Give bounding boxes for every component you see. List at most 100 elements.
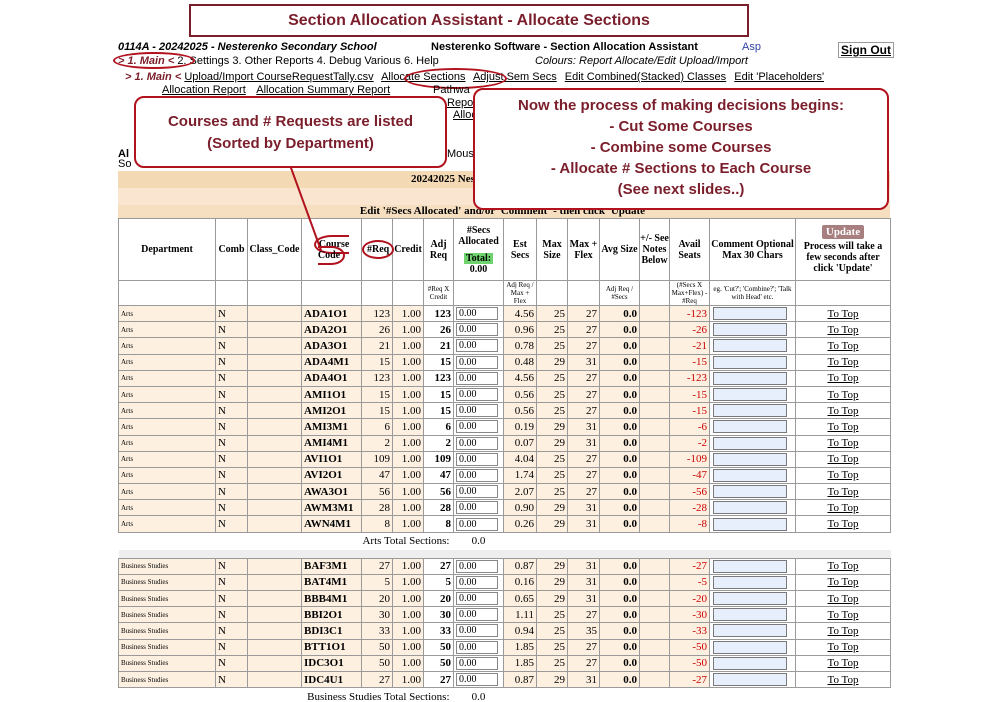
secs-allocated-input[interactable]: 0.00 bbox=[456, 323, 498, 337]
to-top-link[interactable]: To Top bbox=[795, 573, 891, 592]
to-top-link[interactable]: To Top bbox=[795, 369, 891, 387]
cell-credit: 1.00 bbox=[392, 515, 424, 533]
comment-input[interactable] bbox=[713, 436, 787, 450]
menu-items-other[interactable]: 2. Settings 3. Other Reports 4. Debug Va… bbox=[177, 55, 439, 67]
cell-max-flex: 31 bbox=[567, 557, 600, 575]
link-allocation-summary[interactable]: Allocation Summary Report bbox=[256, 84, 391, 96]
secs-allocated-input[interactable]: 0.00 bbox=[456, 420, 498, 434]
secs-allocated-input[interactable]: 0.00 bbox=[456, 608, 498, 622]
secs-allocated-input[interactable]: 0.00 bbox=[456, 640, 498, 654]
cell-adj-req: 26 bbox=[423, 321, 454, 339]
to-top-link[interactable]: To Top bbox=[795, 638, 891, 656]
comment-input[interactable] bbox=[713, 575, 787, 589]
highlight-ring-allocate bbox=[404, 68, 507, 89]
to-top-link[interactable]: To Top bbox=[795, 385, 891, 404]
secs-allocated-input[interactable]: 0.00 bbox=[456, 592, 498, 606]
to-top-link[interactable]: To Top bbox=[795, 654, 891, 672]
comment-input[interactable] bbox=[713, 420, 787, 434]
to-top-link[interactable]: To Top bbox=[795, 353, 891, 371]
fragment-mous: Mous bbox=[447, 148, 474, 160]
to-top-link[interactable]: To Top bbox=[795, 606, 891, 624]
comment-input[interactable] bbox=[713, 517, 787, 531]
to-top-link[interactable]: To Top bbox=[795, 483, 891, 501]
cell-max-size: 29 bbox=[536, 499, 568, 517]
secs-allocated-input[interactable]: 0.00 bbox=[456, 559, 498, 573]
cell-department: Arts bbox=[118, 466, 216, 485]
comment-input[interactable] bbox=[713, 592, 787, 606]
comment-input[interactable] bbox=[713, 501, 787, 515]
th-sub-empty bbox=[536, 280, 568, 306]
link-upload-import[interactable]: Upload/Import CourseRequestTally.csv bbox=[184, 71, 374, 83]
secs-allocated-input[interactable]: 0.00 bbox=[456, 339, 498, 353]
to-top-link[interactable]: To Top bbox=[795, 557, 891, 575]
cell-comb: N bbox=[215, 589, 248, 608]
link-allocation-report[interactable]: Allocation Report bbox=[162, 84, 246, 96]
cell-avg-size: 0.0 bbox=[599, 402, 640, 420]
secs-allocated-input[interactable]: 0.00 bbox=[456, 436, 498, 450]
cell-comb: N bbox=[215, 515, 248, 533]
comment-input[interactable] bbox=[713, 673, 787, 687]
sign-out-button[interactable]: Sign Out bbox=[838, 42, 894, 58]
comment-input[interactable] bbox=[713, 355, 787, 369]
comment-input[interactable] bbox=[713, 388, 787, 402]
secs-allocated-input[interactable]: 0.00 bbox=[456, 624, 498, 638]
cell-department: Arts bbox=[118, 450, 216, 468]
link-edit-placeholders[interactable]: Edit 'Placeholders' bbox=[734, 71, 825, 83]
secs-allocated-input[interactable]: 0.00 bbox=[456, 485, 498, 499]
to-top-link[interactable]: To Top bbox=[795, 450, 891, 468]
cell-credit: 1.00 bbox=[392, 589, 424, 608]
cell-max-flex: 27 bbox=[567, 304, 600, 323]
secs-allocated-input[interactable]: 0.00 bbox=[456, 575, 498, 589]
secs-allocated-input[interactable]: 0.00 bbox=[456, 656, 498, 670]
comment-input[interactable] bbox=[713, 608, 787, 622]
to-top-link[interactable]: To Top bbox=[795, 589, 891, 608]
cell-secs-allocated: 0.00 bbox=[453, 353, 504, 371]
cell-max-size: 25 bbox=[536, 622, 568, 640]
cell-secs-allocated: 0.00 bbox=[453, 670, 504, 689]
secs-allocated-input[interactable]: 0.00 bbox=[456, 388, 498, 402]
link-edit-combined[interactable]: Edit Combined(Stacked) Classes bbox=[564, 71, 727, 83]
submenu-current[interactable]: > 1. Main < bbox=[125, 71, 182, 83]
comment-input[interactable] bbox=[713, 656, 787, 670]
comment-input[interactable] bbox=[713, 371, 787, 385]
comment-input[interactable] bbox=[713, 640, 787, 654]
secs-allocated-input[interactable]: 0.00 bbox=[456, 468, 498, 482]
secs-allocated-input[interactable]: 0.00 bbox=[456, 452, 498, 466]
to-top-link[interactable]: To Top bbox=[795, 402, 891, 420]
to-top-link[interactable]: To Top bbox=[795, 418, 891, 436]
total-value: 0.00 bbox=[469, 263, 488, 275]
comment-input[interactable] bbox=[713, 624, 787, 638]
comment-input[interactable] bbox=[713, 468, 787, 482]
secs-allocated-input[interactable]: 0.00 bbox=[456, 501, 498, 515]
comment-input[interactable] bbox=[713, 339, 787, 353]
comment-input[interactable] bbox=[713, 559, 787, 573]
cell-max-flex: 27 bbox=[567, 385, 600, 404]
to-top-link[interactable]: To Top bbox=[795, 466, 891, 485]
to-top-link[interactable]: To Top bbox=[795, 321, 891, 339]
comment-input[interactable] bbox=[713, 485, 787, 499]
secs-allocated-input[interactable]: 0.00 bbox=[456, 355, 498, 369]
comment-input[interactable] bbox=[713, 404, 787, 418]
secs-allocated-input[interactable]: 0.00 bbox=[456, 307, 498, 321]
to-top-link[interactable]: To Top bbox=[795, 337, 891, 355]
callout-left-line: (Sorted by Department) bbox=[207, 135, 374, 152]
to-top-link[interactable]: To Top bbox=[795, 670, 891, 689]
to-top-link[interactable]: To Top bbox=[795, 499, 891, 517]
secs-allocated-input[interactable]: 0.00 bbox=[456, 404, 498, 418]
cell-max-size: 29 bbox=[536, 434, 568, 452]
comment-input[interactable] bbox=[713, 323, 787, 337]
comment-input[interactable] bbox=[713, 452, 787, 466]
to-top-link[interactable]: To Top bbox=[795, 304, 891, 323]
secs-allocated-input[interactable]: 0.00 bbox=[456, 371, 498, 385]
update-button[interactable]: Update bbox=[821, 225, 865, 239]
to-top-link[interactable]: To Top bbox=[795, 515, 891, 533]
comment-input[interactable] bbox=[713, 307, 787, 321]
to-top-link[interactable]: To Top bbox=[795, 622, 891, 640]
cell-req: 15 bbox=[361, 402, 393, 420]
secs-allocated-input[interactable]: 0.00 bbox=[456, 517, 498, 531]
cell-est-secs: 2.07 bbox=[503, 483, 537, 501]
cell-avail-seats: -5 bbox=[669, 573, 710, 592]
to-top-link[interactable]: To Top bbox=[795, 434, 891, 452]
cell-class-code bbox=[247, 654, 302, 672]
secs-allocated-input[interactable]: 0.00 bbox=[456, 673, 498, 687]
